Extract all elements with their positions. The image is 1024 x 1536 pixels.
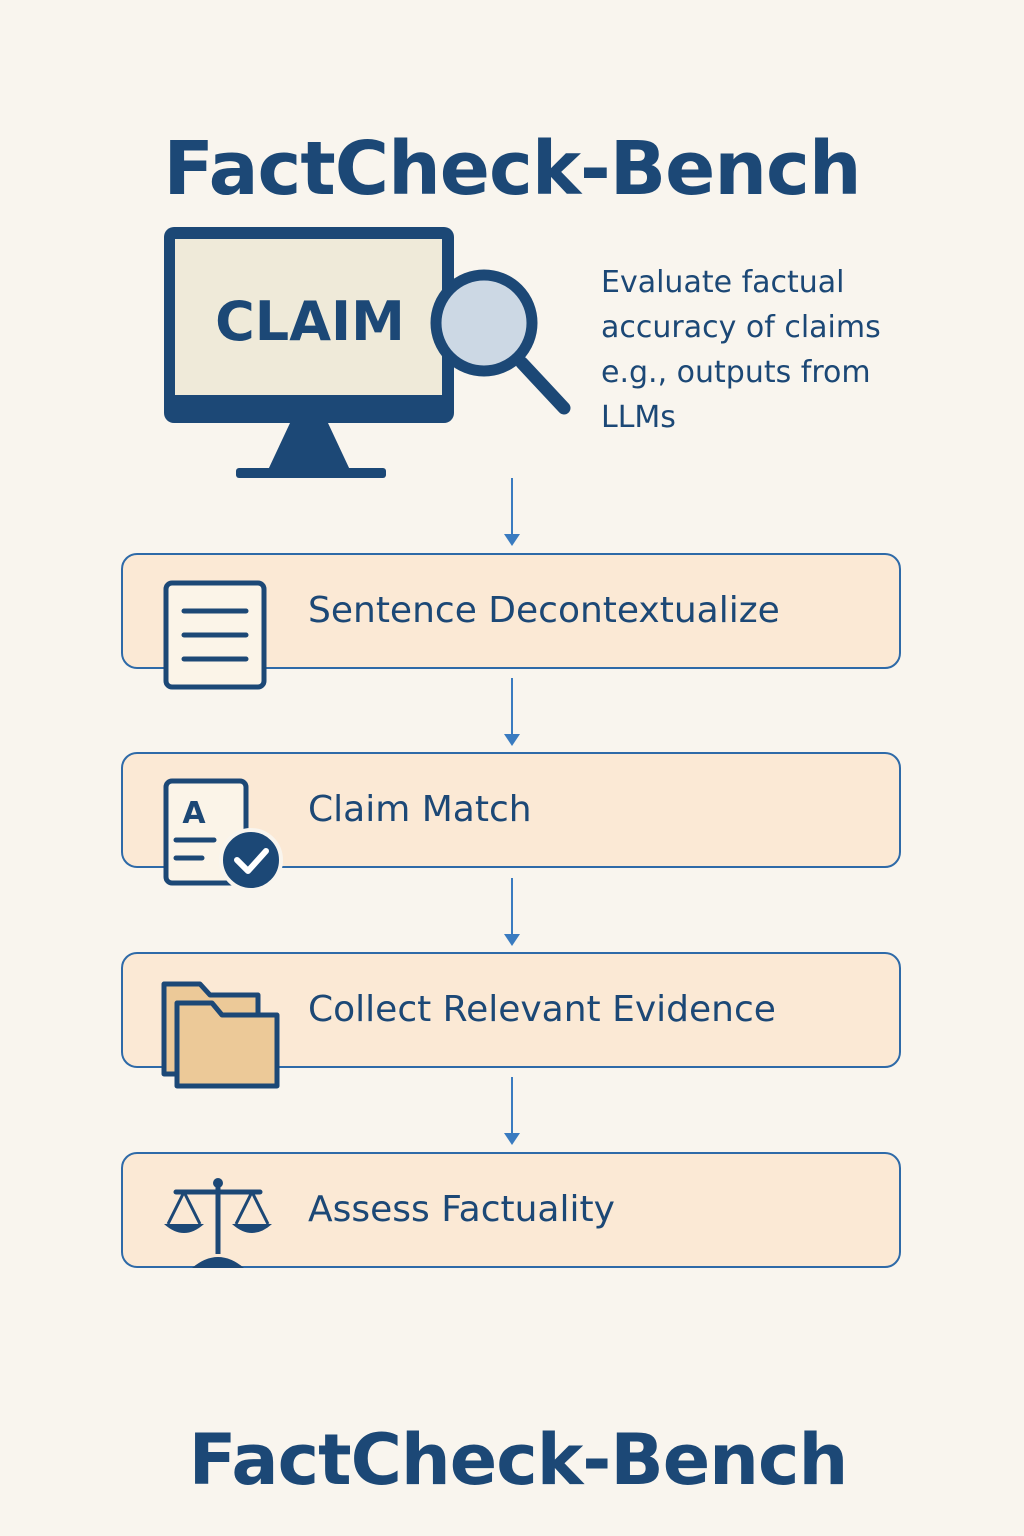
magnifying-glass-icon <box>430 269 571 415</box>
document-check-icon: A <box>163 778 283 892</box>
arrow-down-icon <box>504 878 520 946</box>
step-label: Sentence Decontextualize <box>308 590 780 631</box>
step-label: Collect Relevant Evidence <box>308 989 776 1030</box>
page-title: FactCheck-Bench <box>163 125 861 212</box>
step-label: Assess Factuality <box>308 1189 615 1230</box>
step-label: Claim Match <box>308 789 532 830</box>
description-text: Evaluate factual accuracy of claims e.g.… <box>601 265 881 435</box>
arrow-down-icon <box>504 478 520 546</box>
monitor-icon <box>164 227 454 478</box>
footer-title: FactCheck-Bench <box>188 1418 849 1501</box>
claim-illustration: CLAIM <box>164 227 571 478</box>
document-lines-icon <box>163 580 267 690</box>
arrow-down-icon <box>504 678 520 746</box>
folders-icon <box>161 981 280 1089</box>
screen-claim-text: CLAIM <box>215 290 405 353</box>
step-assess-factuality: Assess Factuality <box>121 1152 901 1268</box>
document-letter: A <box>182 796 206 831</box>
arrow-down-icon <box>504 1077 520 1145</box>
balance-scale-icon <box>164 1178 272 1268</box>
